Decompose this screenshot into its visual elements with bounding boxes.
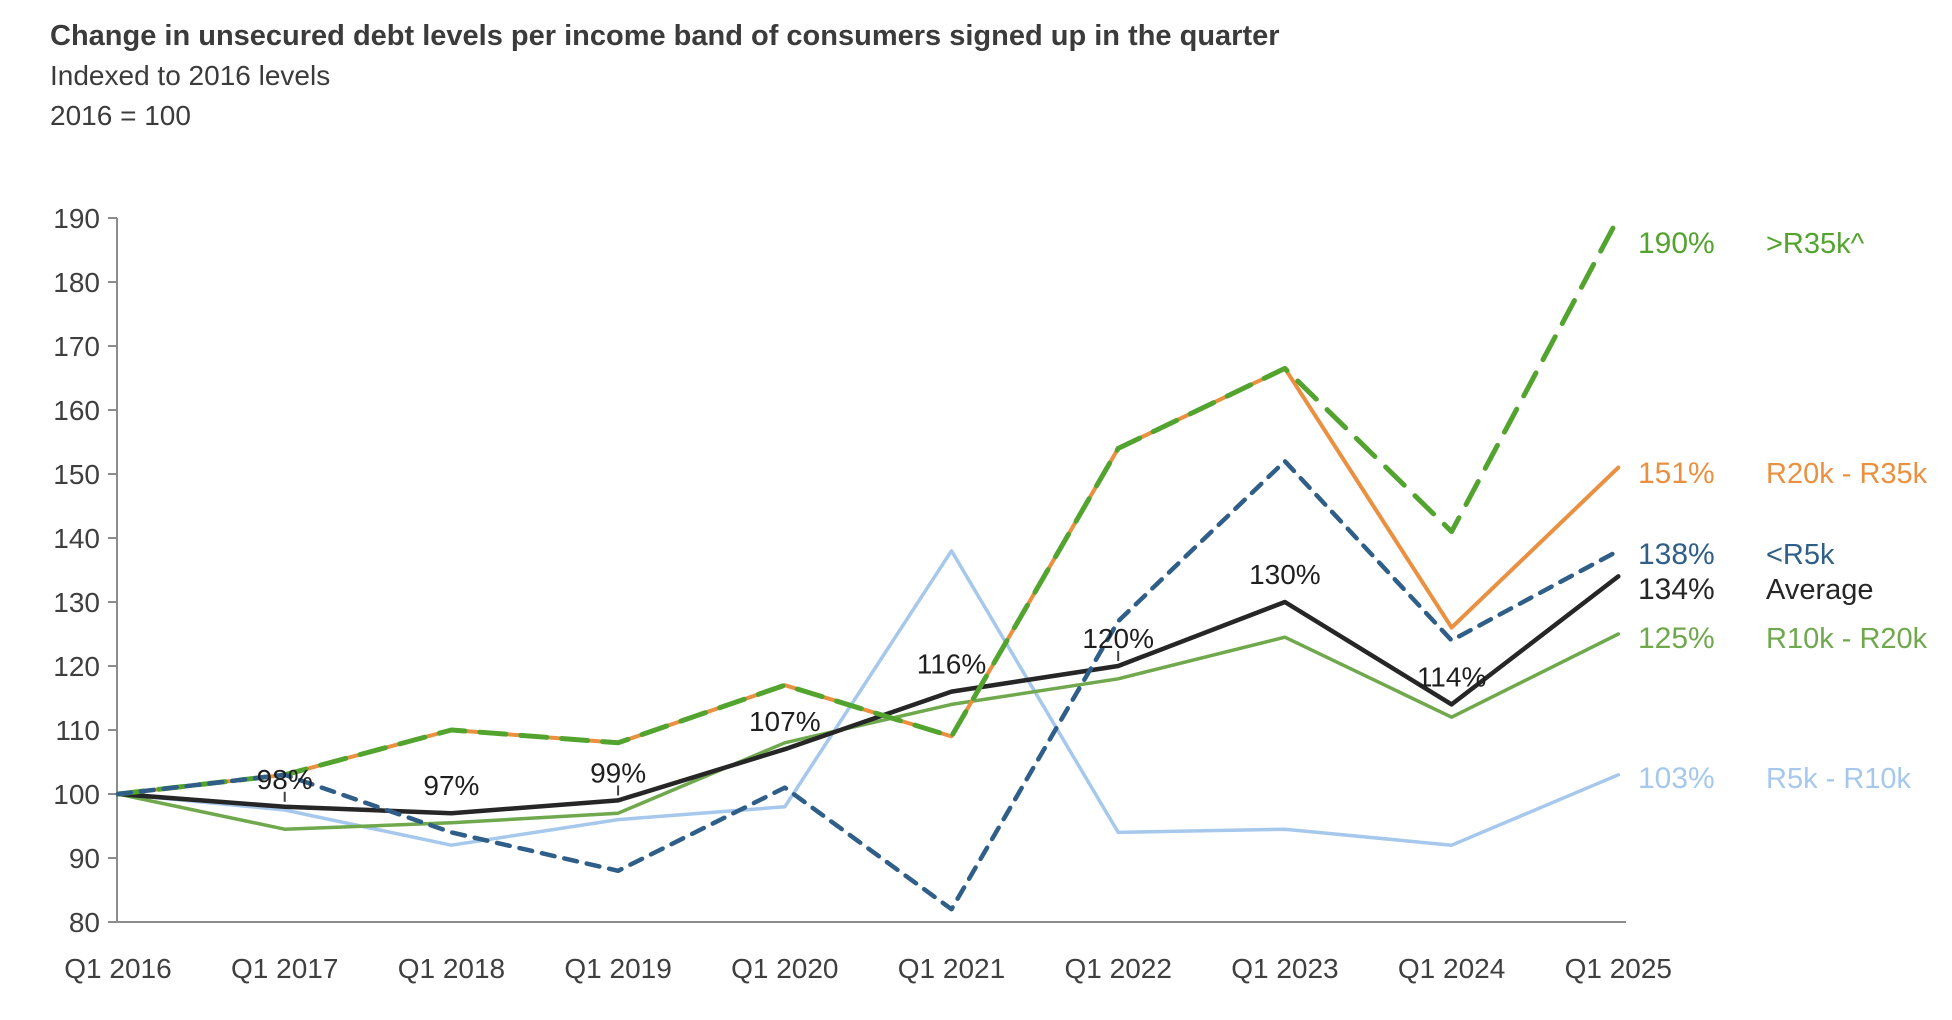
series-line-r5k-r10k	[116, 549, 1621, 847]
y-axis-tick-label: 160	[53, 395, 100, 426]
series-end-name-label: R5k - R10k	[1766, 763, 1912, 795]
chart-index-note: 2016 = 100	[50, 100, 191, 131]
series-line-gt-r35k	[115, 215, 1621, 797]
x-axis-label: Q1 2022	[1064, 953, 1171, 984]
data-label: 120%	[1082, 623, 1154, 654]
series-line-average	[115, 574, 1621, 816]
y-axis-tick-label: 110	[55, 715, 100, 746]
y-axis-tick-label: 170	[53, 331, 100, 362]
series-end-name-label: >R35k^	[1766, 228, 1865, 260]
series-end-name-label: R10k - R20k	[1766, 623, 1928, 655]
data-label: 114%	[1417, 661, 1487, 692]
series-end-value-label: 134%	[1638, 573, 1715, 606]
x-axis-label: Q1 2024	[1398, 953, 1505, 984]
data-label: 116%	[917, 649, 987, 680]
y-axis-tick-label: 140	[53, 523, 100, 554]
x-axis-label: Q1 2017	[231, 953, 338, 984]
y-axis-tick-label: 190	[53, 203, 100, 234]
series-end-value-label: 151%	[1638, 457, 1715, 490]
y-axis-tick-label: 120	[53, 651, 100, 682]
x-axis-label: Q1 2016	[64, 953, 171, 984]
y-axis-tick-label: 80	[69, 907, 100, 938]
x-axis-label: Q1 2025	[1565, 953, 1672, 984]
y-axis-tick-label: 130	[53, 587, 100, 618]
chart-subtitle: Indexed to 2016 levels	[50, 60, 331, 91]
axis-lines	[116, 218, 1626, 923]
x-axis-label: Q1 2023	[1231, 953, 1338, 984]
series-line-lt-r5k	[115, 458, 1621, 912]
y-axis-tick-label: 150	[53, 459, 100, 490]
y-axis-tick-label: 180	[53, 267, 100, 298]
series-end-value-label: 190%	[1638, 227, 1715, 260]
series-line-r20k-r35k	[116, 366, 1621, 796]
series-line-r10k-r20k	[116, 632, 1621, 831]
chart-header: Change in unsecured debt levels per inco…	[50, 16, 1550, 136]
series-end-name-label: <R5k	[1766, 539, 1835, 571]
series-end-name-label: R20k - R35k	[1766, 458, 1928, 490]
series-end-value-label: 125%	[1638, 622, 1715, 655]
x-axis-label: Q1 2020	[731, 953, 838, 984]
data-label: 98%	[257, 764, 313, 795]
data-label: 130%	[1249, 559, 1321, 590]
data-label: 99%	[590, 757, 646, 788]
x-axis-label: Q1 2021	[898, 953, 1005, 984]
y-axis-tick-label: 90	[69, 843, 100, 874]
series-end-name-label: Average	[1766, 574, 1874, 606]
data-label: 97%	[423, 770, 479, 801]
series-end-value-label: 103%	[1638, 762, 1715, 795]
chart-title: Change in unsecured debt levels per inco…	[50, 20, 1280, 52]
x-axis-label: Q1 2018	[398, 953, 505, 984]
y-axis-tick-label: 100	[53, 779, 100, 810]
series-end-value-label: 138%	[1638, 538, 1715, 571]
data-label: 107%	[749, 706, 821, 737]
x-axis-label: Q1 2019	[564, 953, 671, 984]
